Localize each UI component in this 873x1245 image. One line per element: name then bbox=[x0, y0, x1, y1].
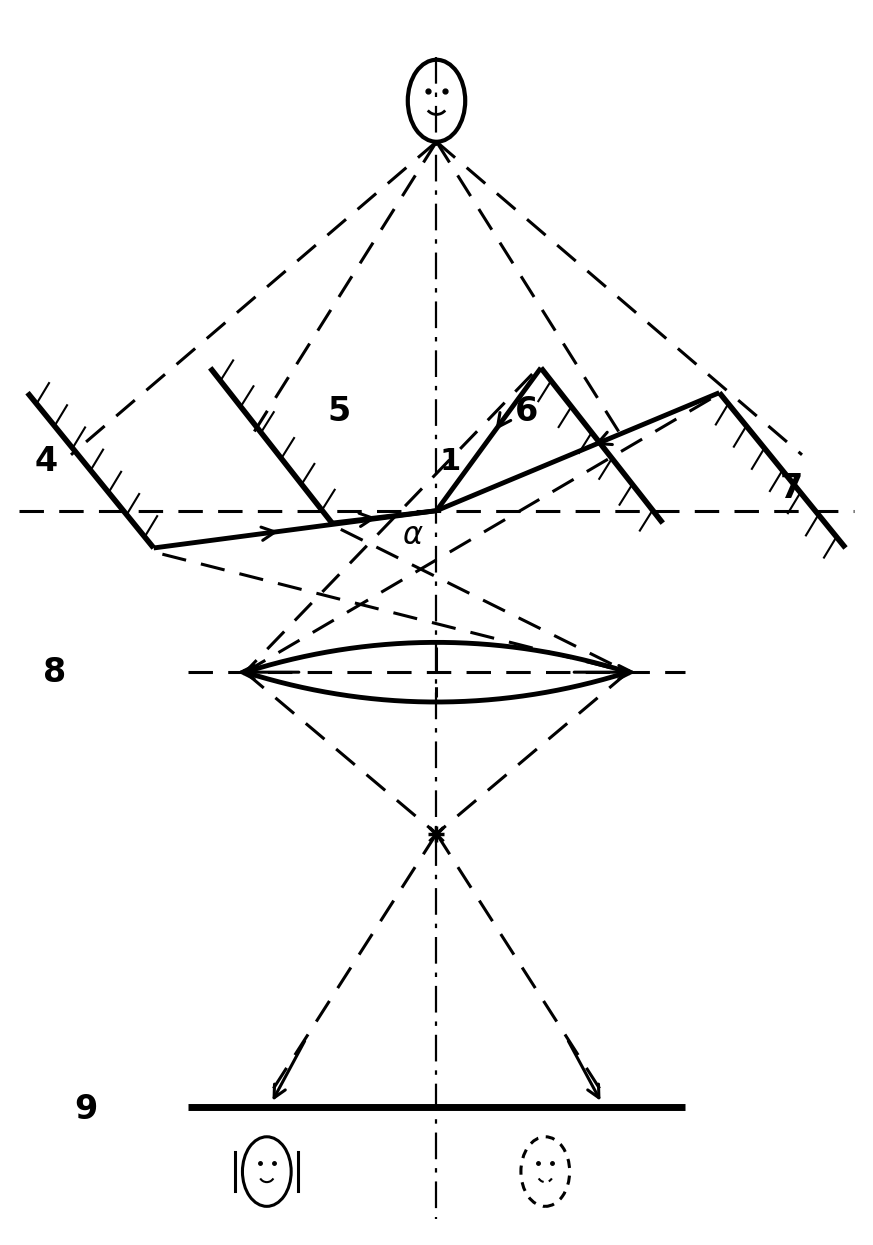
Text: 1: 1 bbox=[440, 447, 461, 476]
Text: 4: 4 bbox=[35, 444, 58, 478]
Text: 8: 8 bbox=[44, 656, 66, 688]
Text: 6: 6 bbox=[515, 395, 538, 428]
Text: 9: 9 bbox=[74, 1093, 97, 1125]
Text: $\alpha$: $\alpha$ bbox=[402, 520, 423, 549]
Text: 5: 5 bbox=[327, 395, 351, 428]
Text: 7: 7 bbox=[780, 472, 803, 504]
